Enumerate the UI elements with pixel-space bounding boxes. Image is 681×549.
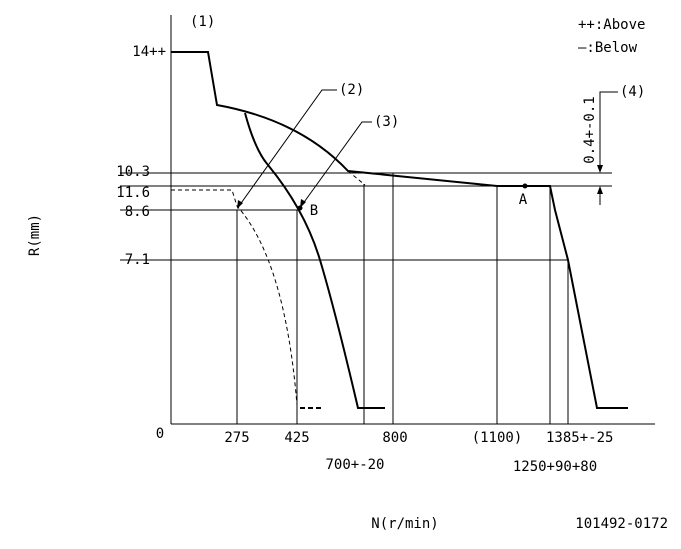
x-label: 1250+90+80 [513,459,597,475]
leaders [237,89,618,209]
legend-above: ++:Above [578,17,645,33]
drawing-code: 101492-0172 [575,516,668,532]
y-axis-label: R(mm) [27,214,43,256]
x-label: (1100) [472,430,523,446]
x-label: 425 [284,430,309,446]
y-label: 7.1 [125,252,150,268]
y-label: 14++ [132,44,166,60]
callout: (2) [339,82,364,98]
callout: (4) [620,84,645,100]
y-label: 10.3 [116,164,150,180]
callout: (3) [374,114,399,130]
tolerance: 0.4+-0.1 [582,96,598,163]
x-axis-label: N(r/min) [371,516,438,532]
point-label: B [310,203,318,219]
y-label: 8.6 [125,204,150,220]
x-label: 1385+-25 [546,430,613,446]
legend-below: —:Below [578,40,638,56]
y-label: 11.6 [116,185,150,201]
point-label: A [519,192,528,208]
x-label: 275 [224,430,249,446]
reference-lines [120,172,612,424]
x-label: 700+-20 [325,457,384,473]
curves [171,51,628,409]
x-label: 800 [382,430,407,446]
origin-label: 0 [156,426,164,442]
axes [170,15,655,425]
curve-label: (1) [190,14,215,30]
